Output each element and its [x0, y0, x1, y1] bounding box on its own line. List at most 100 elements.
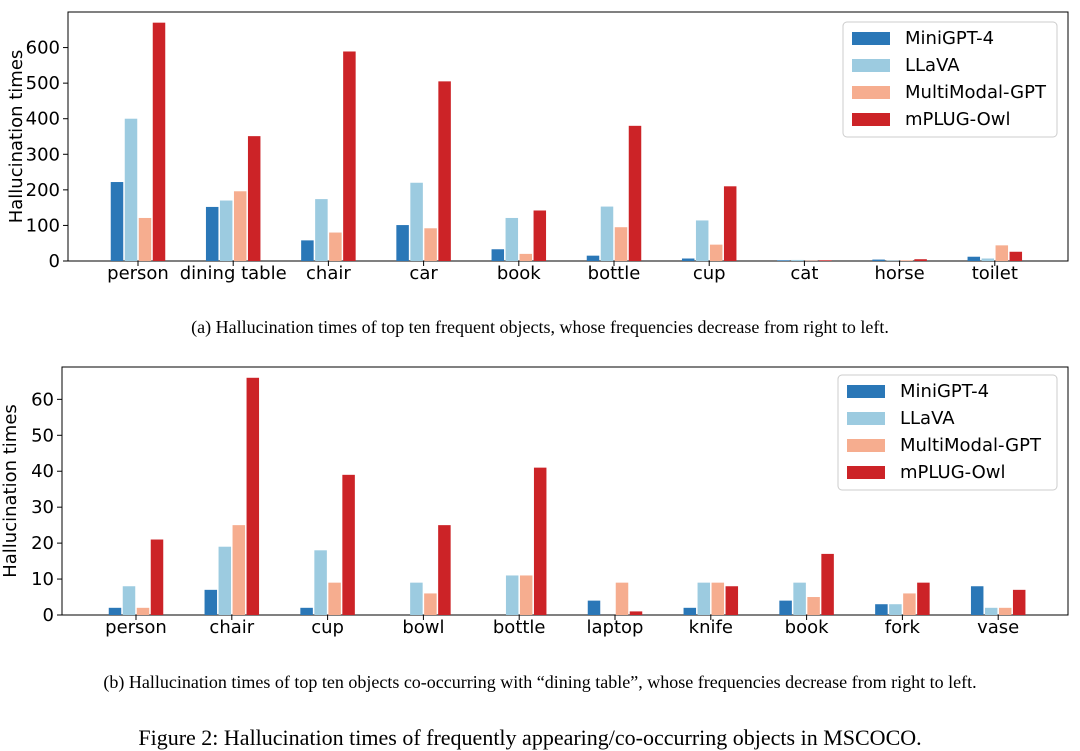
bar-llava-person — [122, 586, 136, 615]
bar-mplug-owl-horse — [914, 259, 927, 261]
bar-minigpt-4-vase — [970, 586, 984, 615]
bar-llava-book — [505, 217, 519, 261]
y-axis-label: Hallucination times — [0, 404, 21, 578]
x-tick-label-horse: horse — [874, 263, 924, 284]
bar-multimodal-gpt-person — [138, 217, 152, 261]
bar-mplug-owl-person — [150, 539, 164, 615]
x-tick-label-dining-table: dining table — [180, 263, 287, 284]
legend-swatch-multimodal-gpt — [852, 86, 890, 99]
bar-multimodal-gpt-vase — [998, 607, 1012, 615]
bar-llava-dining-table — [219, 200, 233, 261]
x-tick-label-car: car — [409, 263, 438, 284]
y-tick-label: 60 — [31, 389, 54, 410]
bar-llava-cup — [314, 550, 327, 615]
bar-llava-chair — [315, 199, 328, 261]
legend-swatch-mplug-owl — [847, 466, 885, 479]
legend-label-minigpt-4: MiniGPT-4 — [905, 28, 994, 49]
bar-mplug-owl-bottle — [628, 125, 642, 261]
legend-box — [842, 21, 1058, 138]
legend-swatch-mplug-owl — [852, 113, 890, 126]
bar-multimodal-gpt-bottle — [519, 575, 533, 615]
bar-minigpt-4-person — [110, 182, 124, 261]
bar-multimodal-gpt-book — [519, 253, 533, 261]
bar-minigpt-4-bottle — [586, 255, 600, 261]
y-axis-label: Hallucination times — [6, 50, 27, 224]
x-tick-label-bottle: bottle — [588, 263, 641, 284]
x-tick-label-person: person — [105, 617, 167, 638]
bar-minigpt-4-cup — [300, 607, 313, 615]
y-tick-label: 0 — [49, 251, 60, 272]
bar-mplug-owl-cup — [342, 474, 355, 615]
y-tick-label: 10 — [31, 569, 54, 590]
bar-minigpt-4-laptop — [587, 600, 601, 615]
x-tick-label-cup: cup — [311, 617, 344, 638]
bar-minigpt-4-cat — [777, 260, 790, 261]
bar-multimodal-gpt-dining-table — [233, 191, 247, 261]
bar-multimodal-gpt-toilet — [995, 245, 1009, 261]
bar-mplug-owl-bowl — [438, 525, 451, 615]
bar-minigpt-4-book — [491, 249, 505, 261]
bar-llava-bottle — [505, 575, 519, 615]
bar-mplug-owl-dining-table — [247, 136, 261, 261]
legend-label-multimodal-gpt: MultiModal-GPT — [905, 82, 1047, 103]
bar-llava-book — [793, 582, 806, 615]
bar-mplug-owl-book — [821, 553, 834, 615]
bar-mplug-owl-vase — [1012, 589, 1026, 615]
bar-llava-bottle — [600, 206, 614, 261]
y-tick-label: 600 — [26, 38, 60, 59]
bar-mplug-owl-laptop — [629, 611, 643, 615]
bar-minigpt-4-dining-table — [205, 206, 219, 261]
bar-multimodal-gpt-bowl — [424, 593, 437, 615]
y-tick-label: 400 — [26, 109, 60, 130]
bar-llava-cat — [791, 259, 804, 261]
bar-multimodal-gpt-bottle — [614, 227, 628, 261]
x-tick-label-vase: vase — [977, 617, 1019, 638]
x-tick-label-book: book — [497, 263, 541, 284]
bar-minigpt-4-toilet — [967, 256, 981, 261]
legend-label-llava: LLaVA — [900, 408, 955, 429]
bar-mplug-owl-car — [438, 81, 451, 261]
bar-mplug-owl-toilet — [1009, 251, 1023, 261]
bar-minigpt-4-chair — [301, 240, 314, 261]
bar-llava-chair — [218, 546, 232, 615]
y-tick-label: 20 — [31, 533, 54, 554]
bar-multimodal-gpt-chair — [232, 525, 246, 615]
legend-label-mplug-owl: mPLUG-Owl — [905, 109, 1011, 130]
bar-multimodal-gpt-fork — [903, 593, 916, 615]
bar-minigpt-4-car — [396, 225, 409, 261]
bar-multimodal-gpt-chair — [329, 232, 342, 261]
bar-mplug-owl-person — [152, 22, 166, 261]
bar-multimodal-gpt-cup — [328, 582, 341, 615]
x-tick-label-cup: cup — [693, 263, 726, 284]
legend-label-mplug-owl: mPLUG-Owl — [900, 462, 1006, 483]
x-tick-label-person: person — [107, 263, 169, 284]
bar-llava-bowl — [410, 582, 423, 615]
bar-mplug-owl-cat — [819, 260, 832, 261]
chart-b: 0 10 20 30 40 50 60 Hallucination times person ch… — [0, 366, 1069, 638]
bar-mplug-owl-chair — [343, 51, 356, 262]
x-tick-label-cat: cat — [790, 263, 818, 284]
x-tick-label-bottle: bottle — [493, 617, 546, 638]
legend-swatch-minigpt-4 — [852, 32, 890, 45]
legend: MiniGPT-4 LLaVA MultiModal-GPT mPLUG-Owl — [842, 21, 1058, 138]
bar-mplug-owl-book — [533, 210, 547, 261]
bar-mplug-owl-cup — [723, 186, 737, 261]
x-tick-label-toilet: toilet — [972, 263, 1018, 284]
bar-mplug-owl-bottle — [533, 467, 547, 615]
bar-mplug-owl-knife — [725, 586, 739, 615]
bar-multimodal-gpt-horse — [900, 260, 913, 261]
plot-frame — [61, 366, 1069, 616]
bar-minigpt-4-person — [108, 607, 122, 615]
legend-label-multimodal-gpt: MultiModal-GPT — [900, 435, 1042, 456]
bar-llava-vase — [984, 607, 998, 615]
x-tick-label-bowl: bowl — [402, 617, 444, 638]
bar-llava-fork — [889, 604, 902, 615]
bar-llava-toilet — [981, 258, 995, 261]
caption-a: (a) Hallucination times of top ten frequ… — [191, 317, 889, 338]
legend-label-minigpt-4: MiniGPT-4 — [900, 381, 989, 402]
bar-multimodal-gpt-book — [807, 597, 820, 615]
bar-minigpt-4-cup — [681, 258, 695, 261]
caption-b: (b) Hallucination times of top ten objec… — [103, 672, 976, 693]
